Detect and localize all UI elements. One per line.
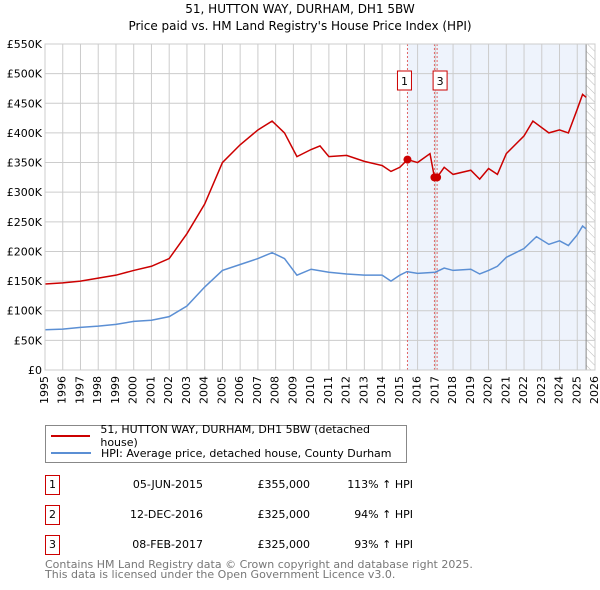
transaction-point [403,155,412,164]
x-tick-label: 1995 [38,376,51,404]
x-tick-label: 1996 [56,376,69,404]
transaction-point [433,173,442,182]
legend-swatch [51,452,91,454]
x-tick-label: 2019 [464,376,477,404]
transaction-number: 3 [45,535,60,555]
transaction-date: 08-FEB-2017 [132,538,203,551]
legend-item-hpi: HPI: Average price, detached house, Coun… [51,445,392,461]
property-line [44,93,587,285]
x-tick-label: 2014 [375,376,388,404]
transaction-number: 1 [45,475,60,495]
legend: 51, HUTTON WAY, DURHAM, DH1 5BW (detache… [45,423,407,463]
footer: Contains HM Land Registry data © Crown c… [45,558,473,581]
x-tick-label: 1999 [109,376,122,404]
legend-label: HPI: Average price, detached house, Coun… [101,446,392,460]
marker-label: 1 [401,75,408,88]
x-tick-label: 1998 [91,376,104,404]
x-tick-label: 2000 [127,376,140,404]
transaction-date: 12-DEC-2016 [129,508,203,521]
x-tick-label: 1997 [73,376,86,404]
shaded-region [407,44,587,370]
x-tick-label: 2007 [251,376,264,404]
transaction-price: £355,000 [257,478,311,491]
y-tick-label: £500K [7,68,43,81]
chart-subtitle: Price paid vs. HM Land Registry's House … [128,19,471,33]
transaction-number: 2 [45,505,60,525]
x-tick-label: 2013 [357,376,370,404]
y-tick-label: £150K [7,275,43,288]
x-tick-label: 2005 [215,376,228,404]
x-tick-label: 2008 [269,376,282,404]
hpi-line [44,224,587,331]
y-tick-label: £50K [14,334,43,347]
x-tick-label: 2012 [340,376,353,404]
y-tick-label: £450K [7,97,43,110]
transaction-hpi: 113% ↑ HPI [347,478,413,491]
legend-item-property: 51, HUTTON WAY, DURHAM, DH1 5BW (detache… [51,423,406,449]
chart-svg: 1995 1996 1997 1998 1999 2000 2001 2002 2003 2004… [7,2,600,404]
y-tick-label: £550K [7,38,43,51]
x-tick-label: 2015 [393,376,406,404]
y-tick-label: £350K [7,157,43,170]
plot-border [44,43,596,371]
footer-line: This data is licensed under the Open Gov… [45,568,396,581]
transaction-price: £325,000 [257,508,311,521]
x-tick-label: 2018 [446,376,459,404]
y-tick-label: £300K [7,186,43,199]
chart-title: 51, HUTTON WAY, DURHAM, DH1 5BW [185,2,415,16]
y-tick-label: £100K [7,305,43,318]
x-tick-label: 2017 [428,376,441,404]
x-tick-label: 2020 [482,376,495,404]
x-tick-label: 2006 [233,376,246,404]
footer-line: Contains HM Land Registry data © Crown c… [45,558,473,571]
x-tick-label: 2016 [411,376,424,404]
legend-swatch [51,435,91,437]
x-tick-label: 2022 [517,376,530,404]
x-tick-label: 2010 [304,376,317,404]
y-tick-label: £250K [7,216,43,229]
y-tick-label: £400K [7,127,43,140]
marker-box [432,70,448,91]
transaction-price: £325,000 [257,538,311,551]
marker-label: 3 [437,75,444,88]
y-tick-label: £200K [7,245,43,258]
forecast-hatch [586,44,595,370]
x-tick-label: 2026 [588,376,600,404]
x-tick-label: 2001 [144,376,157,404]
x-tick-label: 2023 [535,376,548,404]
x-tick-label: 2003 [180,376,193,404]
x-tick-label: 2009 [286,376,299,404]
x-tick-label: 2011 [322,376,335,404]
legend-label: 51, HUTTON WAY, DURHAM, DH1 5BW (detache… [100,423,371,449]
marker-box [396,70,412,91]
x-tick-label: 2025 [570,376,583,404]
x-tick-label: 2024 [553,376,566,404]
transaction-hpi: 94% ↑ HPI [354,508,413,521]
x-tick-label: 2021 [499,376,512,404]
transaction-hpi: 93% ↑ HPI [354,538,413,551]
transaction-date: 05-JUN-2015 [132,478,203,491]
x-tick-label: 2004 [198,376,211,404]
x-tick-label: 2002 [162,376,175,404]
y-tick-label: £0 [28,364,42,377]
